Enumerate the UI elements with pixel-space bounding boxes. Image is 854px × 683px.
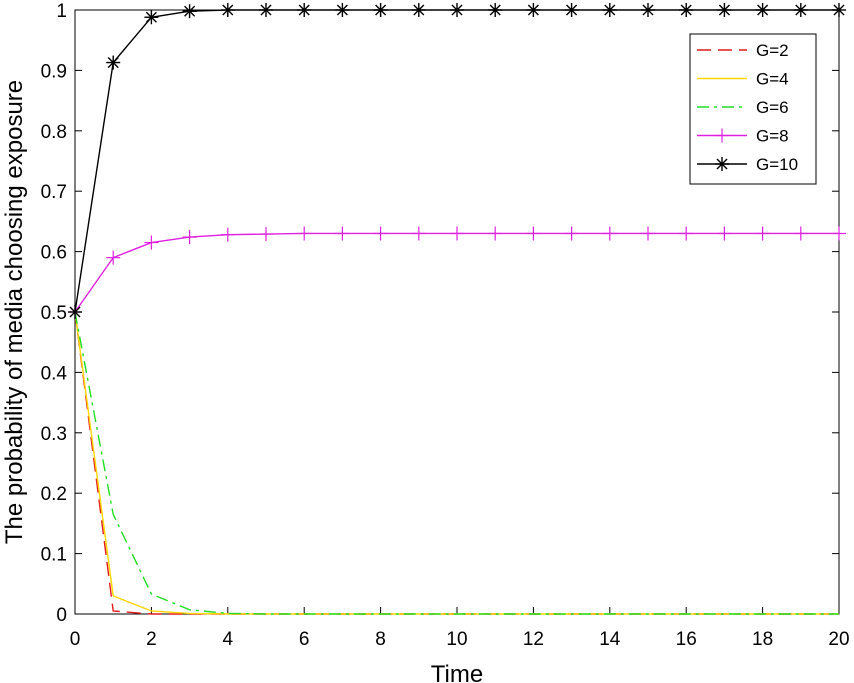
data-point-g10	[566, 4, 578, 16]
y-tick-label: 0	[56, 605, 67, 626]
data-point-g10	[680, 4, 692, 16]
y-tick-label: 0.7	[41, 182, 67, 203]
data-point-g10	[375, 4, 387, 16]
legend-label-g4: G=4	[756, 70, 789, 89]
x-tick-label: 4	[223, 629, 234, 650]
series-layer	[68, 3, 846, 615]
y-tick-label: 0.1	[41, 545, 67, 566]
series-g8	[68, 226, 846, 319]
y-tick-label: 0.3	[41, 424, 67, 445]
data-point-g10	[145, 11, 157, 23]
legend: G=2 G=4 G=6 G=8 G=10	[689, 33, 817, 185]
y-axis-label: The probability of media choosing exposu…	[1, 80, 28, 544]
data-point-g10	[298, 4, 310, 16]
series-line-g6	[74, 311, 839, 615]
y-tick-label: 0.6	[41, 243, 67, 264]
data-point-g10	[833, 4, 845, 16]
y-tick-label: 0.9	[41, 61, 67, 82]
legend-label-g10: G=10	[756, 155, 798, 174]
x-axis-label: Time	[431, 661, 483, 683]
y-tick-label: 0.4	[41, 363, 68, 384]
data-point-g10	[69, 306, 81, 318]
x-ticks: 0 2 4 6 8 10 12 14 16 18 20	[70, 10, 850, 650]
x-tick-label: 10	[446, 629, 467, 650]
data-point-g10	[451, 4, 463, 16]
x-tick-label: 12	[523, 629, 544, 650]
data-point-g10	[107, 57, 119, 69]
x-tick-label: 20	[828, 629, 849, 650]
data-point-g10	[489, 4, 501, 16]
data-point-g10	[718, 4, 730, 16]
series-g6	[74, 311, 839, 615]
legend-box	[689, 33, 817, 185]
x-tick-label: 14	[599, 629, 621, 650]
x-tick-label: 0	[70, 629, 81, 650]
x-tick-label: 18	[752, 629, 773, 650]
legend-label-g2: G=2	[756, 41, 789, 60]
legend-marker-g10	[716, 158, 728, 170]
data-point-g10	[604, 4, 616, 16]
legend-label-g6: G=6	[756, 98, 789, 117]
data-point-g10	[184, 5, 196, 17]
data-point-g10	[642, 4, 654, 16]
data-point-g10	[260, 4, 272, 16]
data-point-g10	[757, 4, 769, 16]
data-point-g10	[413, 4, 425, 16]
data-point-g10	[222, 4, 234, 16]
x-tick-label: 6	[299, 629, 310, 650]
y-tick-label: 0.5	[41, 303, 67, 324]
legend-label-g8: G=8	[756, 127, 789, 146]
data-point-g10	[336, 4, 348, 16]
data-point-g10	[795, 4, 807, 16]
y-ticks: 0 0.1 0.2 0.3 0.4 0.5 0.6 0.7 0.8 0.9 1	[41, 1, 839, 626]
data-point-g10	[527, 4, 539, 16]
x-tick-label: 16	[676, 629, 697, 650]
x-tick-label: 2	[146, 629, 157, 650]
series-g10	[68, 3, 846, 319]
y-tick-label: 1	[56, 1, 67, 22]
x-tick-label: 8	[375, 629, 386, 650]
y-tick-label: 0.2	[41, 484, 67, 505]
y-tick-label: 0.8	[41, 122, 67, 143]
